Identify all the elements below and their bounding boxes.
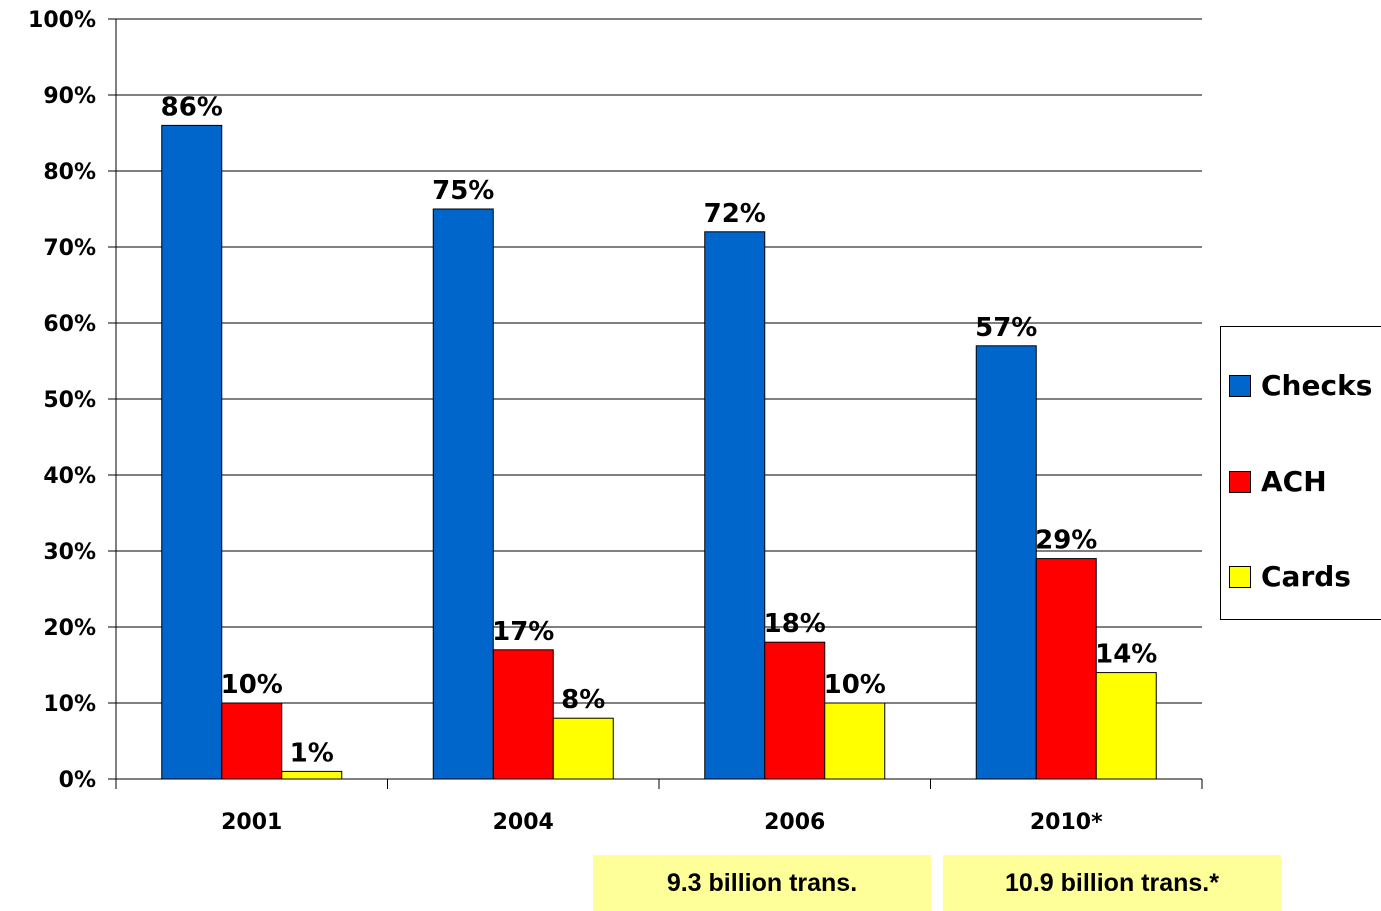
y-tick-label: 60% <box>43 312 96 337</box>
bar-checks-2001 <box>161 124 223 780</box>
bar-cards-2006 <box>824 702 886 780</box>
data-label-cards-2001: 1% <box>290 738 334 768</box>
y-tick-label: 30% <box>43 540 96 565</box>
data-label-checks-2006: 72% <box>704 199 766 229</box>
y-tick-label: 40% <box>43 464 96 489</box>
data-labels: 86% 10% 1% 75% 17% 8% 72% 18% 10% 57% 29% 14% <box>161 92 1158 768</box>
bars <box>161 124 1157 780</box>
y-axis-ticks: 0% 10% 20% 30% 40% 50% 60% 70% 80% 90% 100% <box>28 8 96 793</box>
y-tick-label: 100% <box>28 8 96 33</box>
legend-item-checks: Checks <box>1229 369 1372 402</box>
axes <box>108 18 1203 789</box>
x-tick-label: 2001 <box>221 810 282 835</box>
x-tick-label: 2010* <box>1030 810 1103 835</box>
note-2006-transactions: 9.3 billion trans. <box>593 855 931 911</box>
data-label-ach-2004: 17% <box>492 617 554 647</box>
legend-swatch-ach <box>1229 470 1251 493</box>
x-axis-ticks: 2001 2004 2006 2010* <box>221 810 1103 835</box>
bar-checks-2006 <box>704 231 766 780</box>
legend-swatch-cards <box>1229 565 1251 588</box>
legend-item-ach: ACH <box>1229 465 1327 498</box>
data-label-cards-2006: 10% <box>824 670 886 700</box>
bar-cards-2001 <box>281 770 343 780</box>
bar-ach-2001 <box>221 702 283 780</box>
y-tick-label: 90% <box>43 84 96 109</box>
data-label-checks-2001: 86% <box>161 92 223 122</box>
legend-swatch-checks <box>1229 374 1251 397</box>
bar-ach-2010 <box>1035 558 1097 780</box>
legend-label-checks: Checks <box>1261 369 1373 402</box>
gridlines <box>116 18 1202 704</box>
y-tick-label: 20% <box>43 616 96 641</box>
data-label-ach-2006: 18% <box>764 609 826 639</box>
y-tick-label: 70% <box>43 236 96 261</box>
legend-label-ach: ACH <box>1261 465 1327 498</box>
data-label-checks-2010: 57% <box>975 313 1037 343</box>
y-tick-label: 0% <box>59 768 96 793</box>
bar-cards-2010 <box>1095 672 1157 780</box>
legend-item-cards: Cards <box>1229 560 1351 593</box>
legend: Checks ACH Cards <box>1220 326 1381 620</box>
bar-ach-2004 <box>492 649 554 780</box>
data-label-cards-2010: 14% <box>1095 640 1157 670</box>
bar-checks-2010 <box>975 345 1037 780</box>
data-label-checks-2004: 75% <box>432 176 494 206</box>
x-tick-label: 2004 <box>493 810 554 835</box>
data-label-cards-2004: 8% <box>561 685 605 715</box>
bar-ach-2006 <box>764 641 826 780</box>
note-2006-text: 9.3 billion trans. <box>666 868 858 897</box>
note-2010-transactions: 10.9 billion trans.* <box>943 855 1281 911</box>
bar-checks-2004 <box>432 208 494 780</box>
data-label-ach-2001: 10% <box>221 670 283 700</box>
y-tick-label: 10% <box>43 692 96 717</box>
x-tick-label: 2006 <box>764 810 825 835</box>
y-tick-label: 80% <box>43 160 96 185</box>
legend-label-cards: Cards <box>1261 560 1351 593</box>
bar-cards-2004 <box>552 717 614 780</box>
y-tick-label: 50% <box>43 388 96 413</box>
note-2010-text: 10.9 billion trans.* <box>1005 868 1219 897</box>
data-label-ach-2010: 29% <box>1035 526 1097 556</box>
